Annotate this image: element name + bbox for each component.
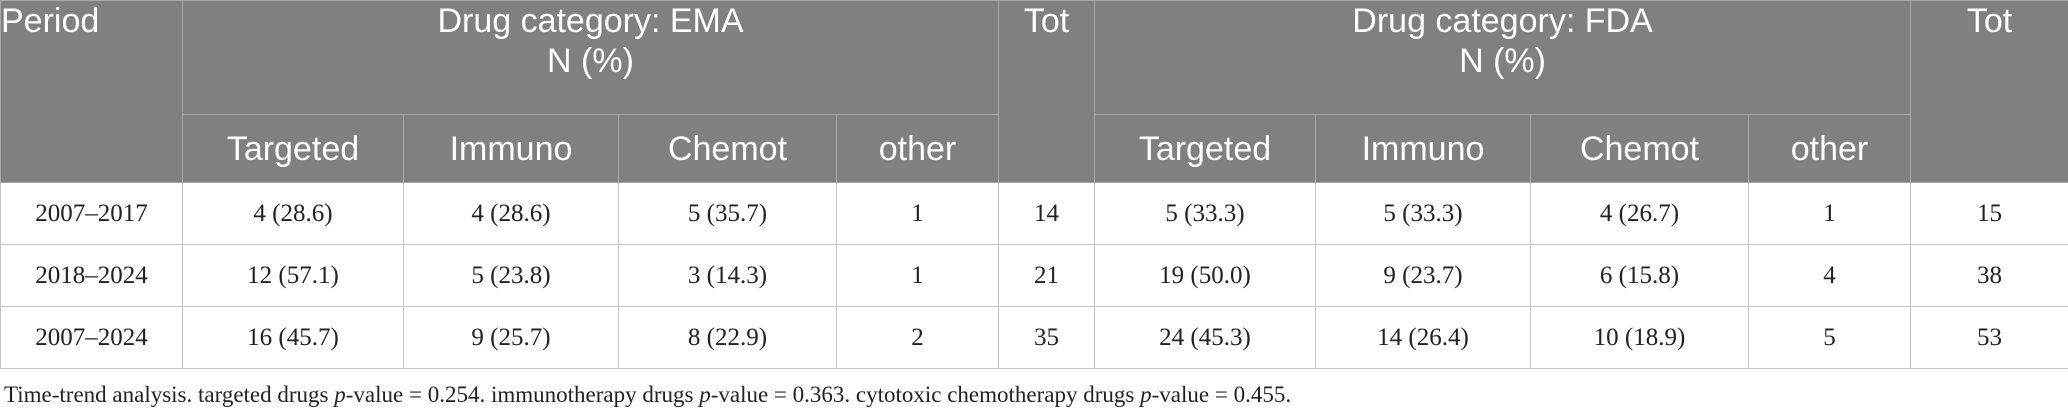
- ema-targeted-cell: 4 (28.6): [182, 182, 404, 245]
- fda-other-cell: 5: [1747, 306, 1912, 369]
- ema-other-header: other: [836, 114, 999, 183]
- table-row: 2007–2017 4 (28.6) 4 (28.6) 5 (35.7) 1 1…: [0, 182, 2068, 245]
- fda-other-cell: 4: [1747, 244, 1912, 307]
- period-cell: 2007–2017: [0, 182, 183, 245]
- fda-targeted-cell: 5 (33.3): [1094, 182, 1316, 245]
- fda-chemot-header: Chemot: [1530, 114, 1749, 183]
- ema-tot-cell: 21: [998, 244, 1095, 307]
- ema-targeted-header: Targeted: [182, 114, 404, 183]
- fda-chemot-cell: 6 (15.8): [1530, 244, 1749, 307]
- fda-group-header: Drug category: FDA N (%): [1093, 0, 1912, 115]
- ema-immuno-header: Immuno: [403, 114, 619, 183]
- fda-tot-cell: 53: [1910, 306, 2068, 369]
- ema-chemot-cell: 5 (35.7): [618, 182, 837, 245]
- ema-other-cell: 2: [836, 306, 999, 369]
- ema-other-cell: 1: [836, 244, 999, 307]
- ema-group-unit: N (%): [547, 42, 634, 80]
- fda-immuno-cell: 9 (23.7): [1315, 244, 1531, 307]
- header-row-sub: Targeted Immuno Chemot other Targeted Im…: [1, 114, 2068, 183]
- ema-targeted-cell: 16 (45.7): [182, 306, 404, 369]
- caption-text-1: Time-trend analysis. targeted drugs: [4, 382, 335, 407]
- table-row: 2018–2024 12 (57.1) 5 (23.8) 3 (14.3) 1 …: [0, 244, 2068, 307]
- ema-targeted-cell: 12 (57.1): [182, 244, 404, 307]
- header-row-top: Period Drug category: EMA N (%) Tot Drug…: [0, 0, 2068, 183]
- caption-text-2: -value = 0.254. immunotherapy drugs: [345, 382, 700, 407]
- caption-p-symbol-1: p: [334, 382, 346, 407]
- fda-targeted-cell: 24 (45.3): [1094, 306, 1316, 369]
- fda-tot-cell: 38: [1910, 244, 2068, 307]
- ema-other-cell: 1: [836, 182, 999, 245]
- table-row: 2007–2024 16 (45.7) 9 (25.7) 8 (22.9) 2 …: [0, 306, 2068, 369]
- ema-chemot-header: Chemot: [618, 114, 837, 183]
- fda-immuno-cell: 14 (26.4): [1315, 306, 1531, 369]
- period-cell: 2018–2024: [0, 244, 183, 307]
- ema-chemot-cell: 3 (14.3): [618, 244, 837, 307]
- fda-group-title: Drug category: FDA: [1352, 2, 1653, 40]
- caption-text-4: -value = 0.455.: [1151, 382, 1292, 407]
- fda-tot-cell: 15: [1910, 182, 2068, 245]
- period-cell: 2007–2024: [0, 306, 183, 369]
- caption-p-symbol-2: p: [699, 382, 711, 407]
- fda-other-cell: 1: [1747, 182, 1912, 245]
- fda-chemot-cell: 10 (18.9): [1530, 306, 1749, 369]
- fda-tot-header: Tot: [1910, 0, 2068, 183]
- fda-group-unit: N (%): [1459, 42, 1546, 80]
- ema-tot-header: Tot: [998, 0, 1095, 183]
- fda-targeted-cell: 19 (50.0): [1094, 244, 1316, 307]
- ema-chemot-cell: 8 (22.9): [618, 306, 837, 369]
- ema-group-title: Drug category: EMA: [437, 2, 744, 40]
- ema-immuno-cell: 4 (28.6): [403, 182, 619, 245]
- fda-immuno-cell: 5 (33.3): [1315, 182, 1531, 245]
- fda-chemot-cell: 4 (26.7): [1530, 182, 1749, 245]
- ema-tot-cell: 14: [998, 182, 1095, 245]
- fda-other-header: other: [1747, 114, 1912, 183]
- ema-immuno-cell: 5 (23.8): [403, 244, 619, 307]
- ema-group-header: Drug category: EMA N (%): [182, 0, 999, 115]
- fda-targeted-header: Targeted: [1094, 114, 1316, 183]
- fda-immuno-header: Immuno: [1315, 114, 1531, 183]
- caption-p-symbol-3: p: [1140, 382, 1152, 407]
- period-header: Period: [0, 0, 183, 183]
- table-caption: Time-trend analysis. targeted drugs p-va…: [4, 382, 1291, 408]
- ema-tot-cell: 35: [998, 306, 1095, 369]
- drug-category-table: Period Drug category: EMA N (%) Tot Drug…: [0, 0, 2068, 369]
- ema-immuno-cell: 9 (25.7): [403, 306, 619, 369]
- caption-text-3: -value = 0.363. cytotoxic chemotherapy d…: [710, 382, 1141, 407]
